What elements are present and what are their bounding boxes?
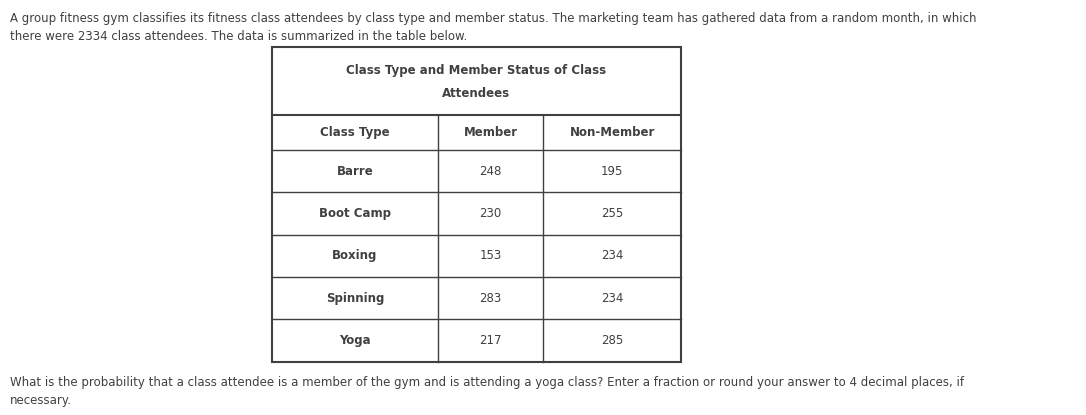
Text: 234: 234 (601, 249, 623, 262)
Text: Yoga: Yoga (339, 334, 370, 347)
Text: Attendees: Attendees (442, 87, 510, 100)
Text: A group fitness gym classifies its fitness class attendees by class type and mem: A group fitness gym classifies its fitne… (10, 12, 976, 43)
Text: 255: 255 (601, 207, 623, 220)
Text: 153: 153 (480, 249, 502, 262)
Text: What is the probability that a class attendee is a member of the gym and is atte: What is the probability that a class att… (10, 376, 963, 407)
Text: Class Type and Member Status of Class: Class Type and Member Status of Class (346, 63, 606, 77)
Text: 248: 248 (480, 165, 502, 178)
Text: 217: 217 (479, 334, 502, 347)
Text: 285: 285 (601, 334, 623, 347)
Text: Spinning: Spinning (326, 292, 384, 305)
Text: Barre: Barre (337, 165, 374, 178)
Text: 283: 283 (480, 292, 502, 305)
Text: 234: 234 (601, 292, 623, 305)
Text: Boot Camp: Boot Camp (319, 207, 391, 220)
Text: 230: 230 (480, 207, 502, 220)
Text: Member: Member (464, 126, 518, 139)
Text: Non-Member: Non-Member (569, 126, 655, 139)
Text: Boxing: Boxing (332, 249, 378, 262)
Text: 195: 195 (601, 165, 623, 178)
Text: Class Type: Class Type (320, 126, 390, 139)
